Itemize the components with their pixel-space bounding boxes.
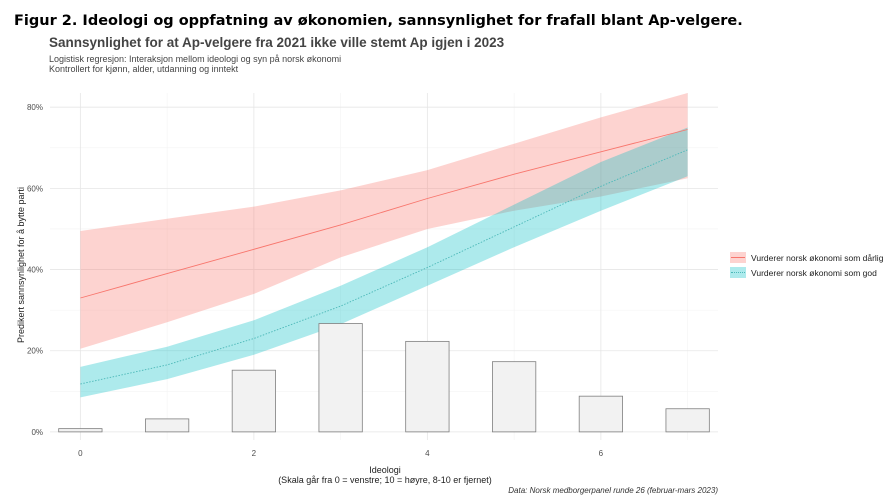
histogram-bar — [492, 361, 537, 433]
histogram-bar — [58, 428, 103, 433]
y-tick-label: 40% — [27, 266, 43, 275]
confidence-ribbon-series-1 — [80, 127, 688, 398]
legend-label-bad-economy: Vurderer norsk økonomi som dårlig — [751, 252, 883, 263]
histogram-bar — [318, 323, 363, 433]
legend-item-bad-economy: Vurderer norsk økonomi som dårlig — [730, 250, 883, 265]
data-source-caption: Data: Norsk medborgerpanel runde 26 (feb… — [508, 486, 718, 495]
histogram-bar — [231, 369, 276, 433]
histogram-bar — [665, 408, 710, 433]
chart-title: Sannsynlighet for at Ap-velgere fra 2021… — [49, 35, 505, 50]
y-tick-label: 20% — [27, 347, 43, 356]
y-axis-label: Predikert sannsynlighet for å bytte part… — [16, 186, 26, 344]
legend-label-good-economy: Vurderer norsk økonomi som god — [751, 267, 877, 278]
prediction-lines — [80, 129, 688, 385]
figure-title: Figur 2. Ideologi og oppfatning av økono… — [14, 13, 743, 29]
histogram-bar — [578, 395, 623, 433]
x-tick-label: 2 — [252, 449, 257, 458]
y-tick-label: 80% — [27, 103, 43, 112]
legend-key-good-economy — [730, 267, 746, 278]
prediction-line-series-0 — [80, 129, 688, 299]
histogram-bars — [58, 323, 710, 433]
legend-item-good-economy: Vurderer norsk økonomi som god — [730, 265, 883, 280]
legend: Vurderer norsk økonomi som dårlig Vurder… — [730, 250, 883, 280]
legend-key-bad-economy — [730, 252, 746, 263]
y-tick-label: 60% — [27, 184, 43, 193]
x-axis-label: Ideologi — [369, 465, 401, 475]
histogram-bar — [405, 340, 450, 433]
x-tick-label: 6 — [599, 449, 604, 458]
chart-subtitle-line-2: Kontrollert for kjønn, alder, utdanning … — [49, 64, 239, 74]
confidence-ribbons — [80, 93, 688, 398]
x-tick-label: 0 — [78, 449, 83, 458]
axis-tick-labels: 0% 20% 40% 60% 80% 0 2 4 6 — [27, 103, 604, 458]
x-axis-label-note: (Skala går fra 0 = venstre; 10 = høyre, … — [278, 475, 492, 485]
chart-subtitle-line-1: Logistisk regresjon: Interaksjon mellom … — [49, 54, 342, 64]
confidence-ribbon-series-0 — [80, 93, 688, 349]
x-tick-label: 4 — [425, 449, 430, 458]
y-tick-label: 0% — [31, 428, 43, 437]
histogram-bar — [145, 418, 190, 433]
